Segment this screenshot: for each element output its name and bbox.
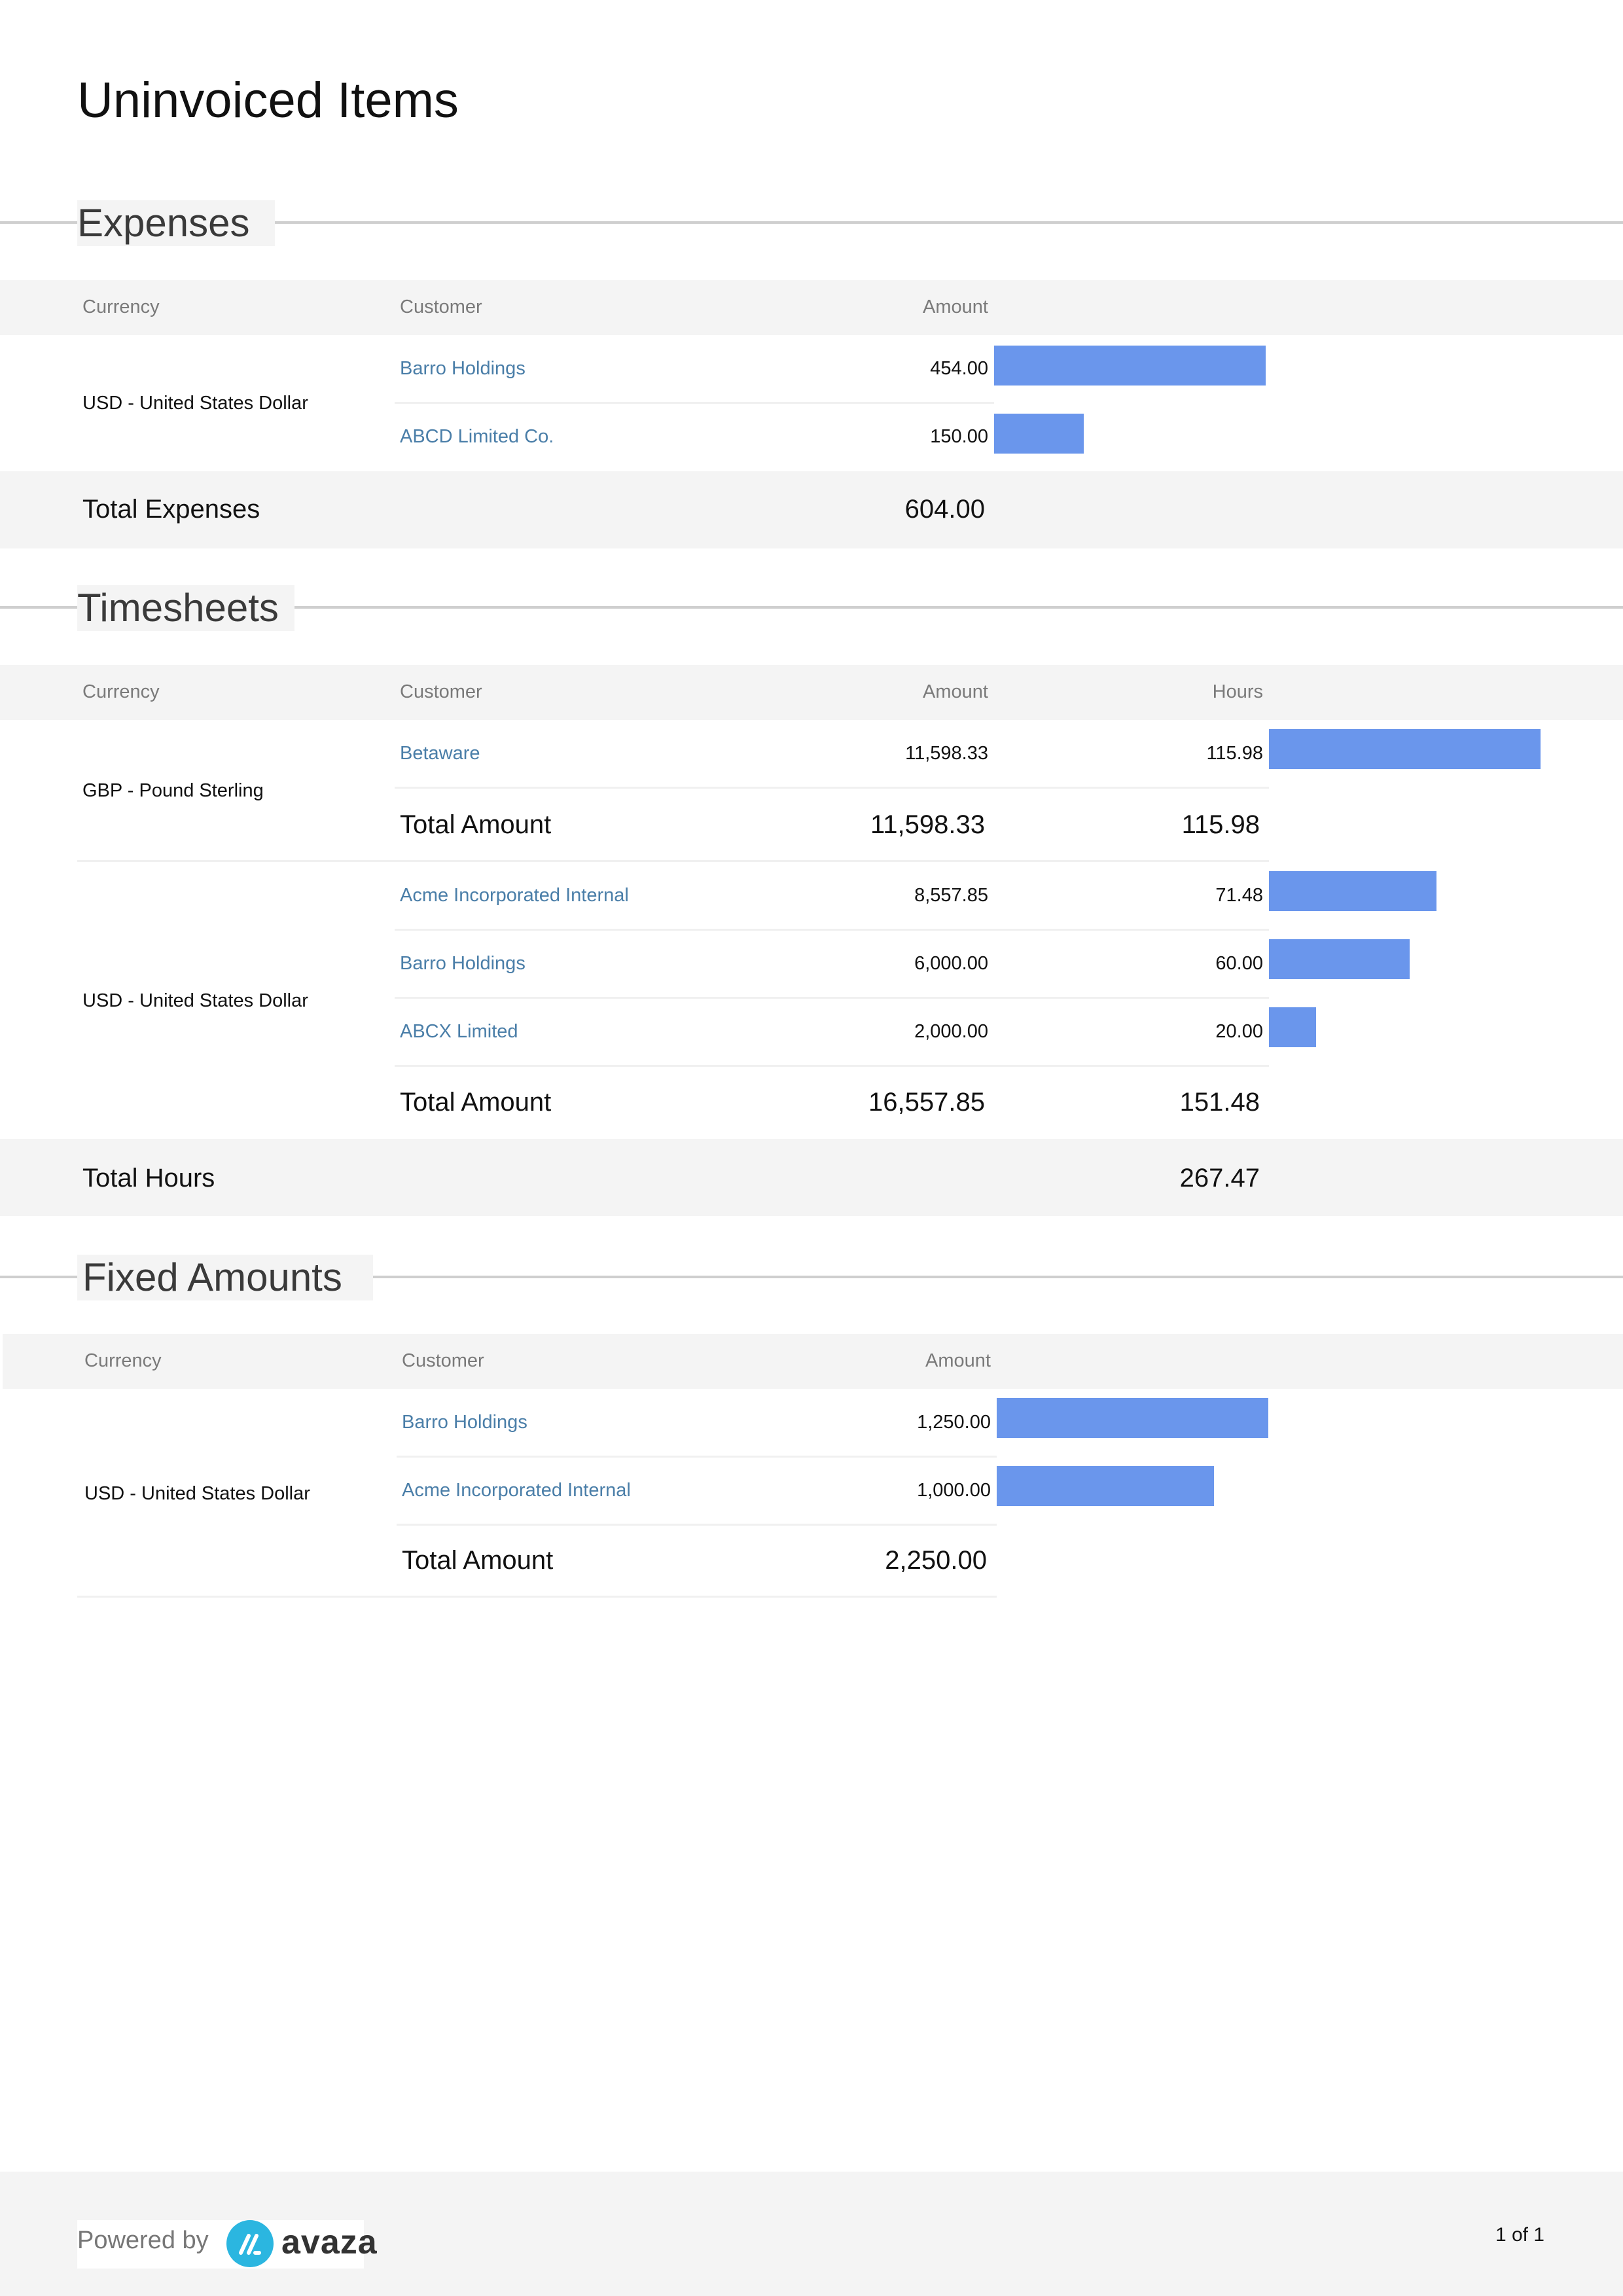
timesheets-group-total-amount: 16,557.85 (868, 1088, 985, 1117)
powered-by-badge[interactable]: Powered by avaza (77, 2220, 377, 2269)
expenses-row-customer-link[interactable]: Barro Holdings (400, 358, 526, 379)
timesheets-row-amount: 8,557.85 (914, 885, 988, 906)
row-divider (395, 1065, 1269, 1067)
expenses-section-title: Expenses (77, 200, 275, 246)
section-divider (0, 606, 1623, 609)
row-divider (397, 1456, 997, 1458)
timesheets-header-currency: Currency (82, 681, 160, 702)
fixed-bar (997, 1466, 1214, 1506)
row-divider (395, 787, 1269, 789)
fixed-header-amount: Amount (925, 1350, 991, 1371)
timesheets-row-customer-link[interactable]: Barro Holdings (400, 953, 526, 974)
timesheets-row-customer-link[interactable]: Betaware (400, 743, 480, 764)
page-title: Uninvoiced Items (77, 73, 459, 128)
fixed-row-amount: 1,000.00 (917, 1480, 991, 1501)
row-divider (397, 1524, 997, 1526)
timesheets-row-customer-link[interactable]: Acme Incorporated Internal (400, 885, 629, 906)
fixed-group-total-amount: 2,250.00 (885, 1546, 987, 1575)
expenses-row-amount: 454.00 (930, 358, 988, 379)
timesheets-row-customer-link[interactable]: ABCX Limited (400, 1021, 518, 1042)
expenses-total-row (0, 471, 1623, 548)
powered-by-label: Powered by (77, 2227, 209, 2254)
group-divider (77, 1596, 997, 1598)
expenses-row-customer-link[interactable]: ABCD Limited Co. (400, 426, 554, 447)
timesheets-total-hours: 267.47 (1179, 1164, 1260, 1193)
expenses-header-amount: Amount (923, 296, 988, 317)
expenses-bar (994, 414, 1084, 454)
avaza-logo-icon (226, 2220, 274, 2267)
section-divider (0, 1276, 1623, 1278)
timesheets-currency-gbp: GBP - Pound Sterling (82, 780, 264, 801)
expenses-currency-usd: USD - United States Dollar (82, 393, 308, 414)
timesheets-bar (1269, 729, 1541, 769)
timesheets-bar (1269, 1007, 1316, 1047)
row-divider (395, 402, 994, 404)
page-number: 1 of 1 (1495, 2224, 1544, 2246)
row-divider (395, 929, 1269, 931)
timesheets-header-hours: Hours (1212, 681, 1263, 702)
expenses-header-customer: Customer (400, 296, 482, 317)
timesheets-row-amount: 2,000.00 (914, 1021, 988, 1042)
timesheets-group-total-hours: 115.98 (1181, 810, 1260, 839)
timesheets-section-title: Timesheets (77, 585, 294, 631)
row-divider (395, 997, 1269, 999)
expenses-total-amount: 604.00 (904, 495, 985, 524)
fixed-row-customer-link[interactable]: Barro Holdings (402, 1412, 527, 1433)
expenses-header-row (0, 280, 1623, 335)
timesheets-currency-usd: USD - United States Dollar (82, 990, 308, 1011)
timesheets-row-amount: 6,000.00 (914, 953, 988, 974)
timesheets-row-hours: 60.00 (1215, 953, 1263, 974)
fixed-header-customer: Customer (402, 1350, 484, 1371)
expenses-total-label: Total Expenses (82, 495, 260, 524)
timesheets-row-hours: 71.48 (1215, 885, 1263, 906)
fixed-section-title: Fixed Amounts (77, 1255, 373, 1300)
timesheets-header-customer: Customer (400, 681, 482, 702)
expenses-row-amount: 150.00 (930, 426, 988, 447)
timesheets-bar (1269, 871, 1436, 911)
fixed-row-customer-link[interactable]: Acme Incorporated Internal (402, 1480, 631, 1501)
fixed-row-amount: 1,250.00 (917, 1412, 991, 1433)
fixed-group-total-label: Total Amount (402, 1546, 554, 1575)
group-divider (77, 860, 1269, 862)
expenses-bar (994, 346, 1266, 386)
timesheets-total-row (0, 1139, 1623, 1216)
timesheets-total-label: Total Hours (82, 1164, 215, 1193)
expenses-header-currency: Currency (82, 296, 160, 317)
fixed-header-currency: Currency (84, 1350, 162, 1371)
timesheets-group-total-label: Total Amount (400, 810, 552, 839)
fixed-header-row (3, 1334, 1623, 1389)
timesheets-group-total-label: Total Amount (400, 1088, 552, 1117)
timesheets-row-hours: 20.00 (1215, 1021, 1263, 1042)
fixed-currency-usd: USD - United States Dollar (84, 1483, 310, 1504)
timesheets-row-hours: 115.98 (1206, 743, 1263, 764)
timesheets-row-amount: 11,598.33 (905, 743, 988, 764)
timesheets-group-total-hours: 151.48 (1179, 1088, 1260, 1117)
section-divider (0, 221, 1623, 224)
timesheets-bar (1269, 939, 1410, 979)
timesheets-header-row (0, 665, 1623, 720)
avaza-brand-text: avaza (281, 2223, 378, 2261)
fixed-bar (997, 1398, 1268, 1438)
timesheets-header-amount: Amount (923, 681, 988, 702)
timesheets-group-total-amount: 11,598.33 (870, 810, 985, 839)
